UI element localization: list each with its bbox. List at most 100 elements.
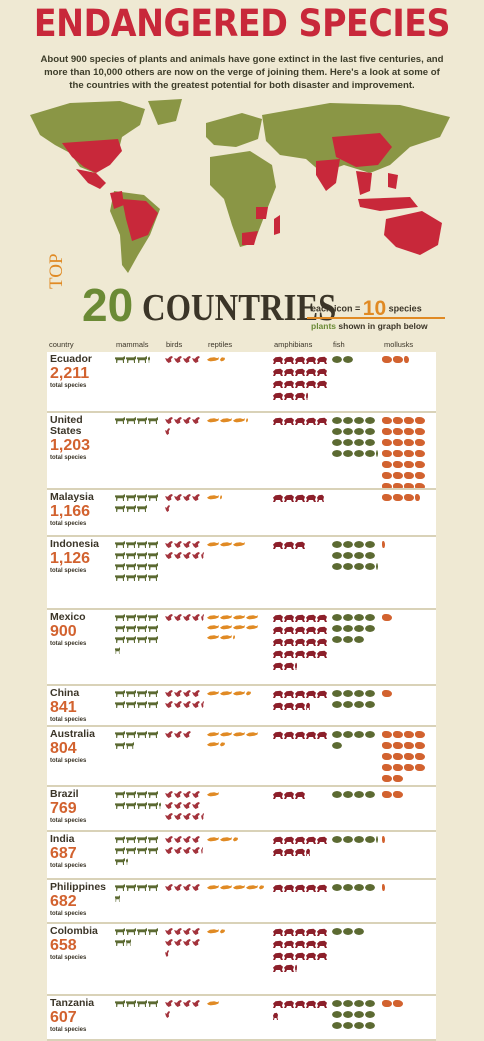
map-madagascar (274, 215, 280, 235)
table-row: Indonesia 1,126 total species (47, 537, 436, 608)
birds-icon (174, 417, 182, 424)
amphibians-icon (284, 791, 294, 799)
mammals-icon (126, 552, 136, 559)
total-label: total species (50, 955, 87, 961)
total-value: 687 (50, 845, 77, 862)
birds-icon (183, 690, 191, 697)
fish-icon (365, 1000, 375, 1007)
mollusks-icons (382, 791, 434, 802)
country-name: Malaysia (50, 491, 94, 503)
mammals-icon (126, 884, 136, 891)
mollusks-icon (382, 483, 392, 490)
mammals-icon (148, 541, 158, 548)
birds-icon (165, 847, 173, 854)
map-north-america (30, 101, 145, 173)
reptiles-icon (220, 691, 232, 696)
fish-icon (343, 428, 353, 435)
fish-icons (332, 731, 380, 753)
fish-icon (365, 563, 375, 570)
table-row: Philippines 682 total species (47, 880, 436, 922)
mammals-icon-partial (115, 895, 120, 902)
birds-icons (165, 928, 205, 961)
fish-icon (354, 1022, 364, 1029)
amphibians-icon (317, 731, 327, 739)
fish-icon (354, 836, 364, 843)
mammals-icon (115, 417, 125, 424)
fish-icon (365, 417, 375, 424)
legend-plants: plants shown in graph below (311, 321, 428, 331)
legend-divider (307, 317, 445, 319)
country-name: Brazil (50, 788, 79, 800)
mollusks-icon (404, 439, 414, 446)
birds-icon (183, 791, 191, 798)
birds-icon (192, 802, 200, 809)
amphibians-icon (284, 928, 294, 936)
mollusks-icon (393, 775, 403, 782)
reptiles-icon (207, 542, 219, 547)
mollusks-icons (382, 417, 434, 505)
fish-icon (332, 690, 342, 697)
reptiles-icon (207, 1001, 219, 1006)
amphibians-icon (306, 494, 316, 502)
amphibians-icon-partial (306, 848, 310, 856)
amphibians-icon (306, 940, 316, 948)
total-label: total species (50, 911, 87, 917)
birds-icon-partial (165, 950, 169, 957)
total-value: 841 (50, 699, 77, 716)
map-india (316, 159, 340, 191)
reptiles-icon-partial (259, 885, 264, 890)
birds-icon (174, 614, 182, 621)
fish-icon (332, 356, 342, 363)
birds-icon (174, 356, 182, 363)
fish-icons (332, 1000, 380, 1033)
birds-icon-partial (201, 847, 203, 854)
table-row: Colombia 658 total species (47, 924, 436, 994)
amphibians-icon (273, 662, 283, 670)
amphibians-icon (273, 614, 283, 622)
birds-icon (165, 802, 173, 809)
fish-icon (343, 884, 353, 891)
mollusks-icon-partial (415, 494, 420, 501)
amphibians-icon (317, 356, 327, 364)
birds-icon (183, 884, 191, 891)
reptiles-icon-partial (246, 691, 251, 696)
fish-icon (332, 701, 342, 708)
amphibians-icon (273, 836, 283, 844)
birds-icon-partial (201, 813, 204, 820)
amphibians-icon-partial (295, 662, 297, 670)
amphibians-icon (295, 702, 305, 710)
fish-icon-partial (376, 836, 378, 843)
amphibians-icons (273, 928, 329, 976)
mammals-icon (148, 563, 158, 570)
intro-text: About 900 species of plants and animals … (40, 54, 444, 91)
mollusks-icon (382, 1000, 392, 1007)
reptiles-icons (207, 928, 267, 938)
amphibians-icon (284, 940, 294, 948)
birds-icon (192, 701, 200, 708)
reptiles-icon (207, 885, 219, 890)
mollusks-icon (415, 417, 425, 424)
amphibians-icon (295, 836, 305, 844)
amphibians-icons (273, 836, 329, 860)
mollusks-icon (404, 764, 414, 771)
mollusks-icon (393, 439, 403, 446)
mammals-icons (115, 494, 163, 516)
mollusks-icon (393, 450, 403, 457)
reptiles-icon (207, 635, 219, 640)
amphibians-icon (273, 952, 283, 960)
mollusks-icon (404, 731, 414, 738)
world-map (30, 99, 450, 273)
mammals-icon (148, 836, 158, 843)
amphibians-icon (284, 650, 294, 658)
table-row: Brazil 769 total species (47, 787, 436, 830)
mollusks-icons (382, 614, 434, 625)
country-name: Colombia (50, 925, 98, 937)
mammals-icon (115, 858, 125, 865)
mollusks-icon (415, 764, 425, 771)
fish-icon (343, 614, 353, 621)
fish-icon (365, 552, 375, 559)
mammals-icon (137, 614, 147, 621)
amphibians-icon (273, 884, 283, 892)
reptiles-icon-partial (220, 495, 222, 500)
mammals-icon (137, 494, 147, 501)
